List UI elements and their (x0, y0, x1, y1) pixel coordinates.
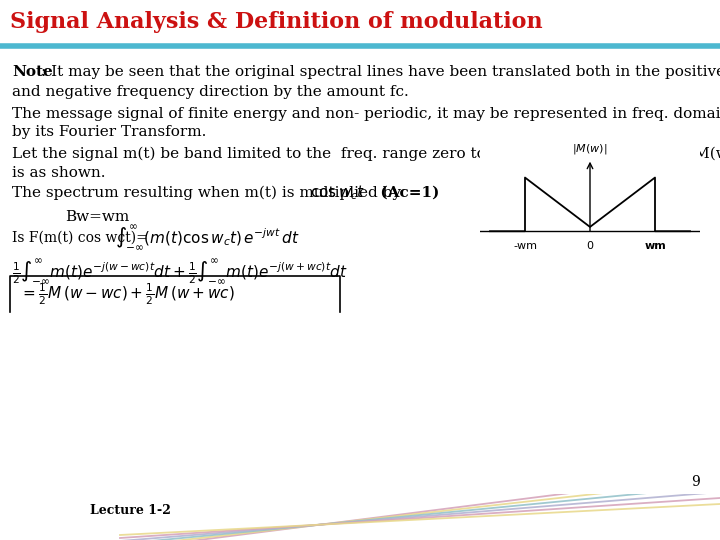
Text: 9: 9 (690, 475, 699, 489)
Text: Bw=wm: Bw=wm (65, 210, 130, 224)
Text: $\cos w_c t$: $\cos w_c t$ (310, 184, 365, 202)
Text: Let the signal m(t) be band limited to the  freq. range zero to wm its Fourier T: Let the signal m(t) be band limited to t… (12, 147, 720, 161)
Text: $=\frac{1}{2}M\,(w-wc)+\frac{1}{2}M\,(w+wc)$: $=\frac{1}{2}M\,(w-wc)+\frac{1}{2}M\,(w+… (20, 281, 235, 307)
Text: (Ac=1): (Ac=1) (370, 186, 439, 200)
Text: -wm: -wm (513, 241, 537, 251)
Text: wm: wm (644, 241, 666, 251)
Text: $|M(w)|$: $|M(w)|$ (572, 142, 608, 156)
Text: The spectrum resulting when m(t) is multiplied by: The spectrum resulting when m(t) is mult… (12, 186, 406, 200)
Text: : It may be seen that the original spectral lines have been translated both in t: : It may be seen that the original spect… (41, 65, 720, 79)
Text: Note: Note (12, 65, 53, 79)
Text: and negative frequency direction by the amount fc.: and negative frequency direction by the … (12, 85, 409, 99)
Text: The message signal of finite energy and non- periodic, it may be represented in : The message signal of finite energy and … (12, 107, 720, 121)
Bar (0, 0, 720, 44)
Text: Lecture 1-2: Lecture 1-2 (90, 503, 171, 516)
Text: is as shown.: is as shown. (12, 166, 106, 180)
Text: by its Fourier Transform.: by its Fourier Transform. (12, 125, 207, 139)
Text: Signal Analysis & Definition of modulation: Signal Analysis & Definition of modulati… (10, 11, 543, 33)
Text: 0: 0 (587, 241, 593, 251)
Text: $\frac{1}{2}\int_{-\infty}^{\infty}m(t)e^{-j(w-wc)t}dt + \frac{1}{2}\int_{-\inft: $\frac{1}{2}\int_{-\infty}^{\infty}m(t)e… (12, 258, 348, 287)
Text: Is F(m(t) cos wct)=: Is F(m(t) cos wct)= (12, 231, 148, 245)
Text: $\int_{-\infty}^{\infty}(m(t)\cos w_c t)\,e^{-jwt}\,dt$: $\int_{-\infty}^{\infty}(m(t)\cos w_c t)… (115, 224, 300, 253)
